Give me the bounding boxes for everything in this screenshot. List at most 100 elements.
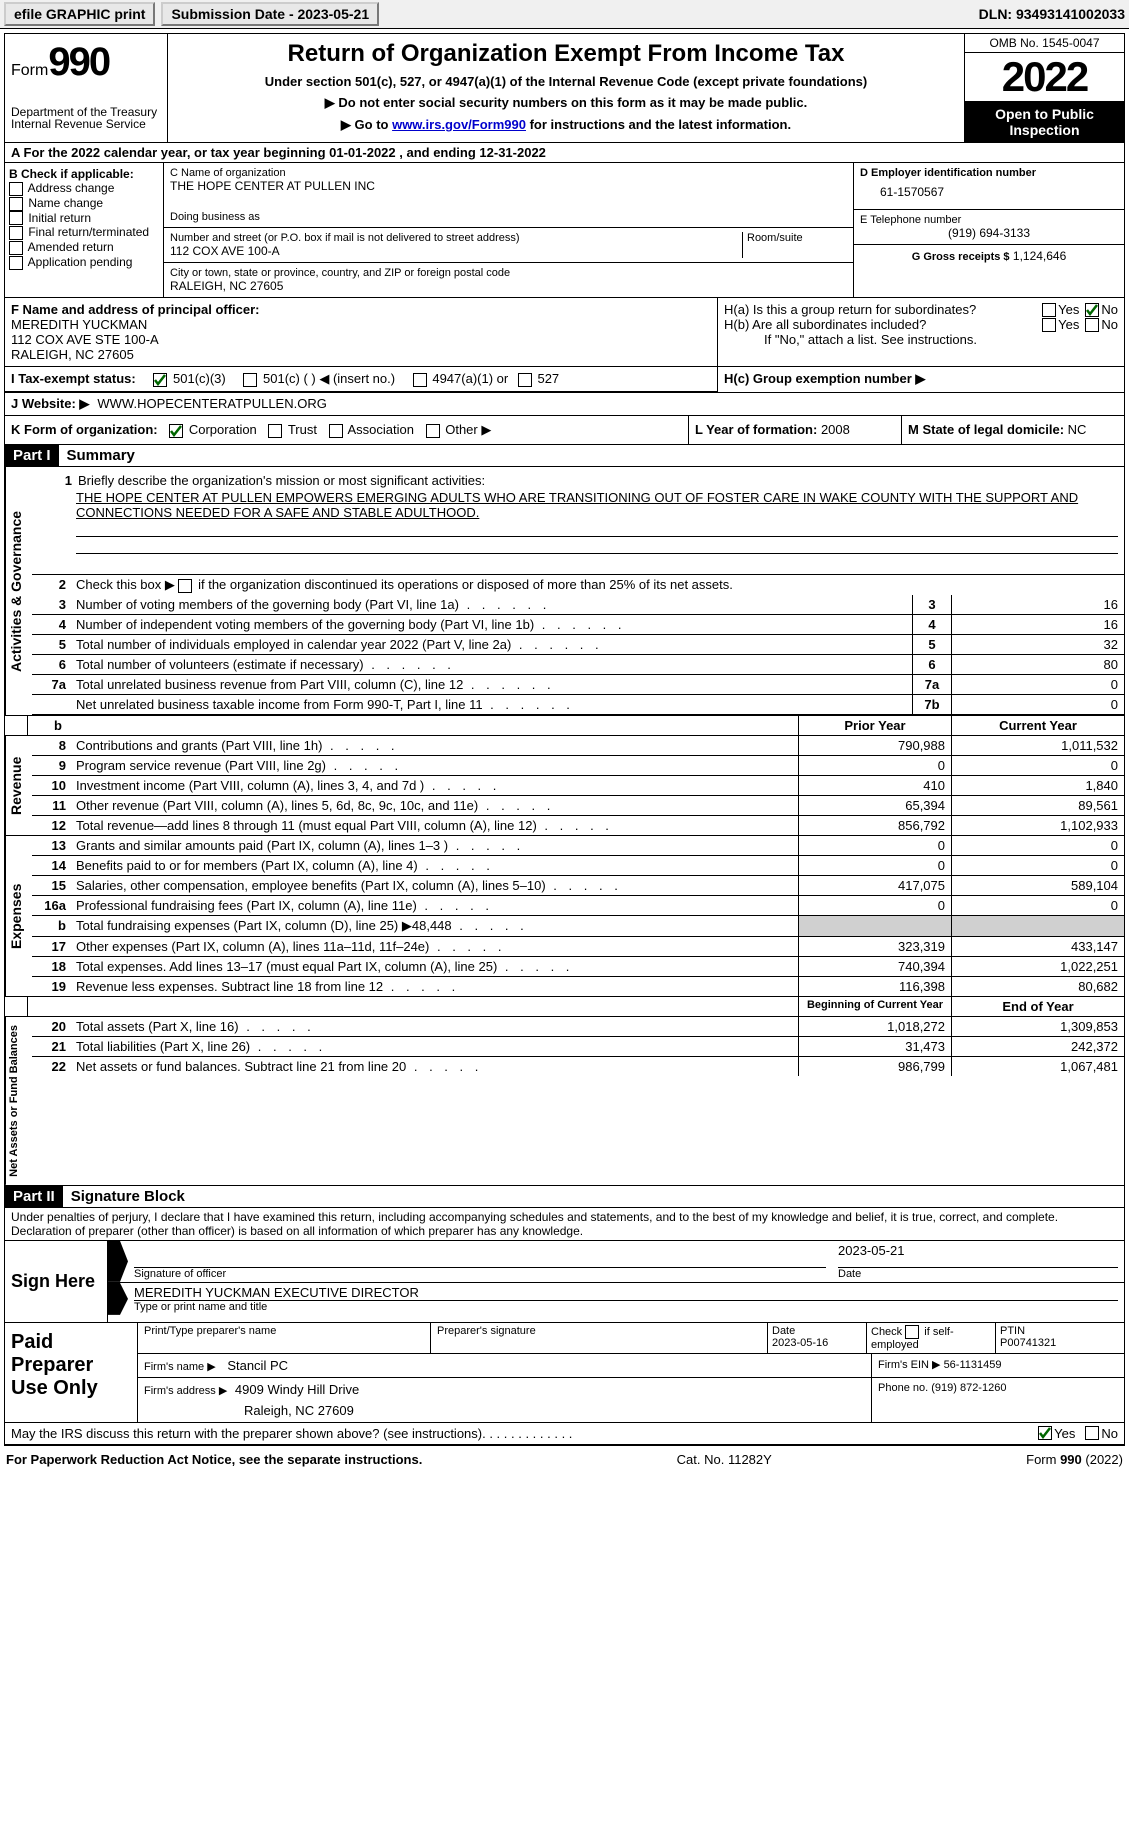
firm-phone-val: (919) 872-1260 bbox=[931, 1382, 1006, 1394]
firm-phone-label: Phone no. bbox=[878, 1382, 928, 1394]
part2-title: Signature Block bbox=[63, 1186, 193, 1207]
gross-val: 1,124,646 bbox=[1013, 249, 1066, 263]
arrow-icon-2 bbox=[108, 1283, 128, 1315]
room-label: Room/suite bbox=[743, 232, 847, 258]
cat-no: Cat. No. 11282Y bbox=[677, 1452, 772, 1467]
col-d: D Employer identification number 61-1570… bbox=[854, 163, 1124, 297]
hb-yes[interactable] bbox=[1042, 318, 1056, 332]
officer-print-name: MEREDITH YUCKMAN EXECUTIVE DIRECTOR bbox=[134, 1285, 1118, 1301]
check-pending[interactable] bbox=[9, 256, 23, 270]
ein-label: D Employer identification number bbox=[860, 167, 1118, 179]
i-527[interactable] bbox=[518, 373, 532, 387]
part1-header: Part I bbox=[5, 445, 59, 466]
data-line: 8Contributions and grants (Part VIII, li… bbox=[32, 736, 1124, 756]
street: 112 COX AVE 100-A bbox=[170, 244, 738, 258]
goto-instr: ▶ Go to www.irs.gov/Form990 for instruct… bbox=[174, 117, 958, 133]
check-initial[interactable] bbox=[9, 211, 23, 225]
omb-number: OMB No. 1545-0047 bbox=[964, 34, 1124, 53]
hb-no[interactable] bbox=[1085, 318, 1099, 332]
beg-year-hdr: Beginning of Current Year bbox=[798, 997, 951, 1016]
may-irs-row: May the IRS discuss this return with the… bbox=[5, 1423, 1124, 1445]
data-line: 16aProfessional fundraising fees (Part I… bbox=[32, 896, 1124, 916]
k-label: K Form of organization: bbox=[11, 422, 158, 437]
ha-yes[interactable] bbox=[1042, 303, 1056, 317]
m-label: M State of legal domicile: bbox=[908, 422, 1064, 437]
mayirs-yes[interactable] bbox=[1038, 1426, 1052, 1440]
i-label: I Tax-exempt status: bbox=[11, 371, 136, 386]
top-bar: efile GRAPHIC print Submission Date - 20… bbox=[0, 0, 1129, 29]
data-line: 15Salaries, other compensation, employee… bbox=[32, 876, 1124, 896]
briefly-label: Briefly describe the organization's miss… bbox=[78, 473, 485, 488]
gov-line: 7aTotal unrelated business revenue from … bbox=[32, 675, 1124, 695]
gov-line: 4Number of independent voting members of… bbox=[32, 615, 1124, 635]
k-corp[interactable] bbox=[169, 424, 183, 438]
i-501c3[interactable] bbox=[153, 373, 167, 387]
line2-check[interactable] bbox=[178, 579, 192, 593]
firm-ein-val: 56-1131459 bbox=[944, 1359, 1002, 1371]
submission-date-button[interactable]: Submission Date - 2023-05-21 bbox=[161, 2, 379, 26]
form-container: Form990 Department of the Treasury Inter… bbox=[4, 33, 1125, 1446]
part1-title: Summary bbox=[59, 445, 143, 466]
sig-officer-label: Signature of officer bbox=[134, 1268, 826, 1280]
mayirs-no[interactable] bbox=[1085, 1426, 1099, 1440]
i-501c[interactable] bbox=[243, 373, 257, 387]
open-public: Open to Public Inspection bbox=[964, 102, 1124, 142]
check-final[interactable] bbox=[9, 226, 23, 240]
arrow-icon bbox=[108, 1241, 128, 1282]
irs-link[interactable]: www.irs.gov/Form990 bbox=[392, 117, 526, 132]
data-line: 17Other expenses (Part IX, column (A), l… bbox=[32, 937, 1124, 957]
data-line: 19Revenue less expenses. Subtract line 1… bbox=[32, 977, 1124, 996]
type-name-label: Type or print name and title bbox=[134, 1301, 1118, 1313]
section-b-to-g: B Check if applicable: Address change Na… bbox=[5, 163, 1124, 298]
hb-note: If "No," attach a list. See instructions… bbox=[724, 332, 1118, 347]
netassets-section: Net Assets or Fund Balances 20Total asse… bbox=[5, 1017, 1124, 1186]
ha-label: H(a) Is this a group return for subordin… bbox=[724, 302, 1042, 317]
data-line: 18Total expenses. Add lines 13–17 (must … bbox=[32, 957, 1124, 977]
hb-label: H(b) Are all subordinates included? bbox=[724, 317, 1042, 332]
l-val: 2008 bbox=[821, 422, 850, 437]
irs-label: Internal Revenue Service bbox=[11, 117, 161, 131]
sign-here: Sign Here bbox=[5, 1241, 108, 1322]
officer-label: F Name and address of principal officer: bbox=[11, 302, 711, 317]
gov-line: Net unrelated business taxable income fr… bbox=[32, 695, 1124, 715]
line-a: A For the 2022 calendar year, or tax yea… bbox=[5, 143, 1124, 163]
check-address[interactable] bbox=[9, 182, 23, 196]
hc-label: H(c) Group exemption number ▶ bbox=[724, 371, 925, 386]
expenses-section: Expenses 13Grants and similar amounts pa… bbox=[5, 836, 1124, 997]
paid-preparer-block: Paid Preparer Use Only Print/Type prepar… bbox=[5, 1323, 1124, 1423]
mission: THE HOPE CENTER AT PULLEN EMPOWERS EMERG… bbox=[76, 490, 1118, 520]
firm-addr2: Raleigh, NC 27609 bbox=[244, 1403, 865, 1418]
city: RALEIGH, NC 27605 bbox=[170, 279, 847, 293]
k-other[interactable] bbox=[426, 424, 440, 438]
col-c: C Name of organization THE HOPE CENTER A… bbox=[164, 163, 854, 297]
firm-addr1: 4909 Windy Hill Drive bbox=[235, 1382, 359, 1397]
k-trust[interactable] bbox=[268, 424, 282, 438]
gov-line: 6Total number of volunteers (estimate if… bbox=[32, 655, 1124, 675]
pra-notice: For Paperwork Reduction Act Notice, see … bbox=[6, 1452, 422, 1467]
org-name: THE HOPE CENTER AT PULLEN INC bbox=[170, 179, 847, 193]
l-label: L Year of formation: bbox=[695, 422, 817, 437]
check-name[interactable] bbox=[9, 197, 23, 211]
date2-val: 2023-05-16 bbox=[772, 1337, 862, 1349]
date2-label: Date bbox=[772, 1325, 862, 1337]
ptin-val: P00741321 bbox=[1000, 1337, 1120, 1349]
line2: Check this box ▶ if the organization dis… bbox=[72, 575, 1124, 595]
m-val: NC bbox=[1068, 422, 1087, 437]
firm-ein-label: Firm's EIN ▶ bbox=[878, 1359, 941, 1371]
ha-no[interactable] bbox=[1085, 303, 1099, 317]
form-990-label: Form990 bbox=[11, 40, 161, 85]
efile-print-button[interactable]: efile GRAPHIC print bbox=[4, 2, 155, 26]
check-amended[interactable] bbox=[9, 241, 23, 255]
prior-year-hdr: Prior Year bbox=[798, 716, 951, 735]
k-assoc[interactable] bbox=[329, 424, 343, 438]
data-line: 9Program service revenue (Part VIII, lin… bbox=[32, 756, 1124, 776]
sign-here-block: Sign Here Signature of officer 2023-05-2… bbox=[5, 1241, 1124, 1323]
dln-text: DLN: 93493141002033 bbox=[979, 6, 1125, 22]
website: WWW.HOPECENTERATPULLEN.ORG bbox=[97, 396, 326, 412]
tax-year: 2022 bbox=[964, 53, 1124, 102]
self-emp-check[interactable] bbox=[905, 1325, 919, 1339]
street-label: Number and street (or P.O. box if mail i… bbox=[170, 232, 738, 244]
officer-name: MEREDITH YUCKMAN bbox=[11, 317, 711, 332]
data-line: 22Net assets or fund balances. Subtract … bbox=[32, 1057, 1124, 1076]
i-4947[interactable] bbox=[413, 373, 427, 387]
